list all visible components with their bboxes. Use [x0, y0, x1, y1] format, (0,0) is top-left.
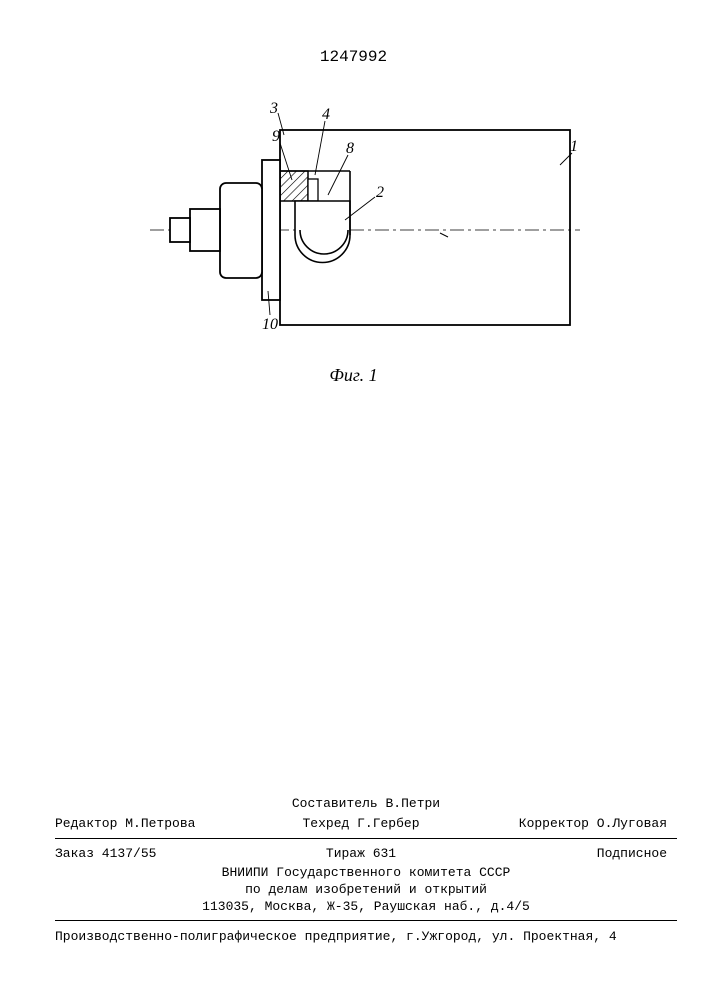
separator-2 [55, 920, 677, 921]
callout-3: 3 [269, 100, 278, 117]
editor: Редактор М.Петрова [55, 815, 259, 834]
compiler-line: Составитель В.Петри [55, 795, 677, 814]
order-number: Заказ 4137/55 [55, 845, 259, 864]
callout-10: 10 [262, 316, 278, 333]
circulation: Тираж 631 [259, 845, 463, 864]
corrector: Корректор О.Луговая [463, 815, 677, 834]
document-number: 1247992 [0, 48, 707, 66]
credits-row: Редактор М.Петрова Техред Г.Гербер Корре… [55, 815, 677, 834]
figure-caption: Фиг. 1 [0, 365, 707, 386]
address-line: 113035, Москва, Ж-35, Раушская наб., д.4… [55, 898, 677, 917]
figure-1: 3 4 9 8 2 1 10 [150, 105, 580, 355]
callout-9: 9 [272, 128, 280, 145]
subscription: Подписное [463, 845, 677, 864]
callout-2: 2 [376, 184, 384, 201]
callout-8: 8 [346, 140, 354, 157]
techred: Техред Г.Гербер [259, 815, 463, 834]
callout-4: 4 [322, 106, 330, 123]
callout-1: 1 [570, 138, 578, 155]
printer-line: Производственно-полиграфическое предприя… [55, 928, 677, 947]
print-row: Заказ 4137/55 Тираж 631 Подписное [55, 845, 677, 864]
separator-1 [55, 838, 677, 839]
